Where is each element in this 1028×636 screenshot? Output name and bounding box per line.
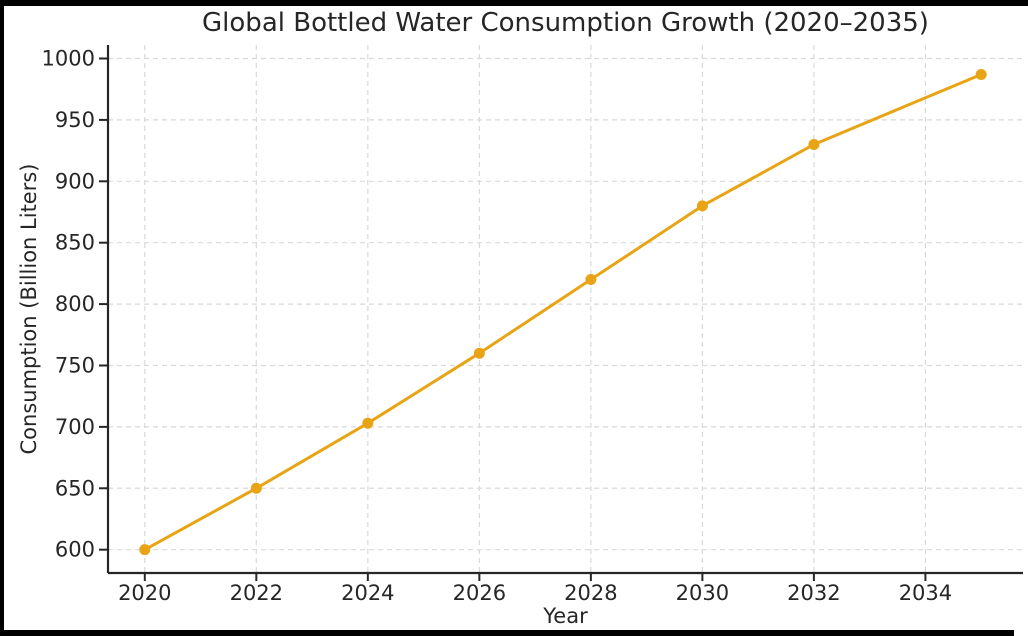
data-point [696, 200, 708, 212]
x-tick-label: 2032 [787, 581, 840, 605]
data-point [808, 138, 820, 150]
y-tick-label: 850 [55, 231, 95, 255]
x-axis-label: Year [543, 604, 588, 628]
data-point [362, 417, 374, 429]
x-tick-label: 2026 [453, 581, 506, 605]
y-tick-label: 700 [55, 415, 95, 439]
y-tick-label: 650 [55, 476, 95, 500]
y-tick-label: 1000 [42, 47, 95, 71]
data-point [250, 482, 262, 494]
data-point [473, 347, 485, 359]
y-tick-label: 750 [55, 353, 95, 377]
image-frame-top [0, 0, 1028, 6]
chart-title: Global Bottled Water Consumption Growth … [202, 8, 929, 38]
x-tick-label: 2020 [118, 581, 171, 605]
data-line [143, 72, 983, 552]
x-tick-label: 2034 [899, 581, 952, 605]
y-axis-label: Consumption (Billion Liters) [17, 163, 41, 455]
x-tick-label: 2022 [230, 581, 283, 605]
y-tick-label: 900 [55, 169, 95, 193]
data-point [139, 544, 151, 556]
x-tick-label: 2028 [564, 581, 617, 605]
image-frame-bottom [0, 630, 1014, 636]
y-tick-label: 800 [55, 292, 95, 316]
data-point [585, 274, 597, 286]
x-tick-label: 2024 [341, 581, 394, 605]
y-tick-label: 950 [55, 108, 95, 132]
image-frame-left [0, 0, 4, 636]
y-tick-label: 600 [55, 538, 95, 562]
x-tick-label: 2030 [676, 581, 729, 605]
data-point [975, 68, 987, 80]
